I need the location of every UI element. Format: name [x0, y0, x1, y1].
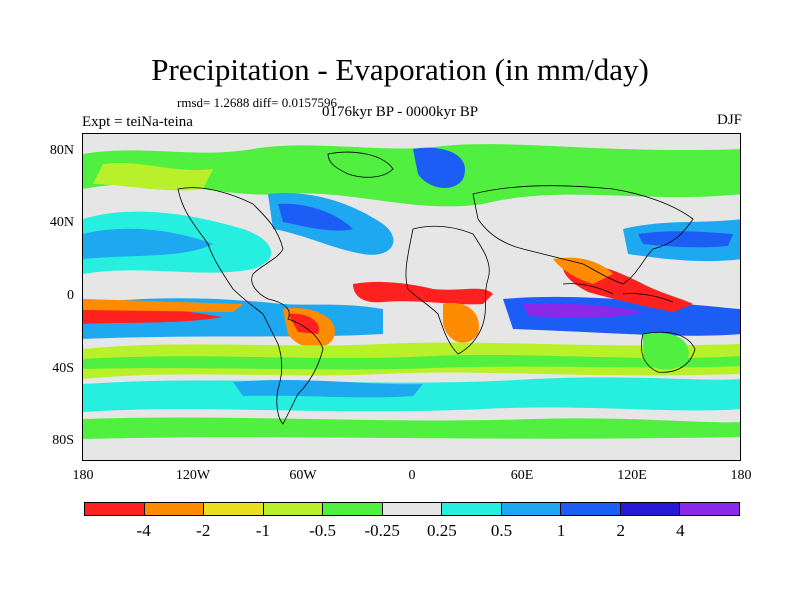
lon-tick-0: 0: [408, 468, 416, 483]
map-plot-area: [82, 133, 741, 461]
lat-tick-40n: 40N: [49, 215, 74, 230]
colorbar-swatch: [144, 503, 205, 515]
colorbar-swatch: [263, 503, 324, 515]
season-label: DJF: [716, 112, 742, 128]
colorbar-swatch: [323, 503, 383, 515]
lat-tick-0: 0: [67, 288, 74, 303]
colorbar-label: -4: [136, 521, 151, 540]
colorbar-label: 0.5: [490, 521, 513, 540]
experiment-label: Expt = teiNa-teina: [82, 114, 193, 130]
colorbar-swatch: [85, 503, 145, 515]
map-title: Precipitation - Evaporation (in mm/day): [151, 52, 649, 87]
colorbar-label: -1: [255, 521, 270, 540]
colorbar-swatch: [204, 503, 264, 515]
colorbar: [84, 502, 740, 516]
field-map-graphic: [83, 134, 740, 460]
lon-tick-180e: 180: [730, 468, 752, 483]
colorbar-label: -0.25: [364, 521, 400, 540]
colorbar-label: 4: [676, 521, 685, 540]
colorbar-label: 2: [616, 521, 625, 540]
period-label: 0176kyr BP - 0000kyr BP: [322, 104, 479, 120]
colorbar-label: -0.5: [309, 521, 336, 540]
colorbar-swatch: [620, 503, 681, 515]
lon-tick-60w: 60W: [289, 468, 317, 483]
colorbar-swatch: [442, 503, 502, 515]
colorbar-swatch: [501, 503, 562, 515]
lat-tick-80n: 80N: [49, 143, 74, 158]
lon-tick-120e: 120E: [617, 468, 647, 483]
colorbar-label: 1: [556, 521, 566, 540]
colorbar-label: 0.25: [426, 521, 457, 540]
lat-tick-80s: 80S: [52, 433, 74, 448]
statistics-label: rmsd= 1.2688 diff= 0.0157596: [177, 95, 337, 110]
lon-tick-120w: 120W: [175, 468, 211, 483]
lat-tick-40s: 40S: [52, 361, 74, 376]
lon-tick-60e: 60E: [510, 468, 534, 483]
colorbar-swatch: [382, 503, 443, 515]
lon-tick-180w: 180: [72, 468, 94, 483]
colorbar-swatch: [680, 503, 740, 515]
colorbar-swatch: [561, 503, 621, 515]
colorbar-label: -2: [196, 521, 211, 540]
